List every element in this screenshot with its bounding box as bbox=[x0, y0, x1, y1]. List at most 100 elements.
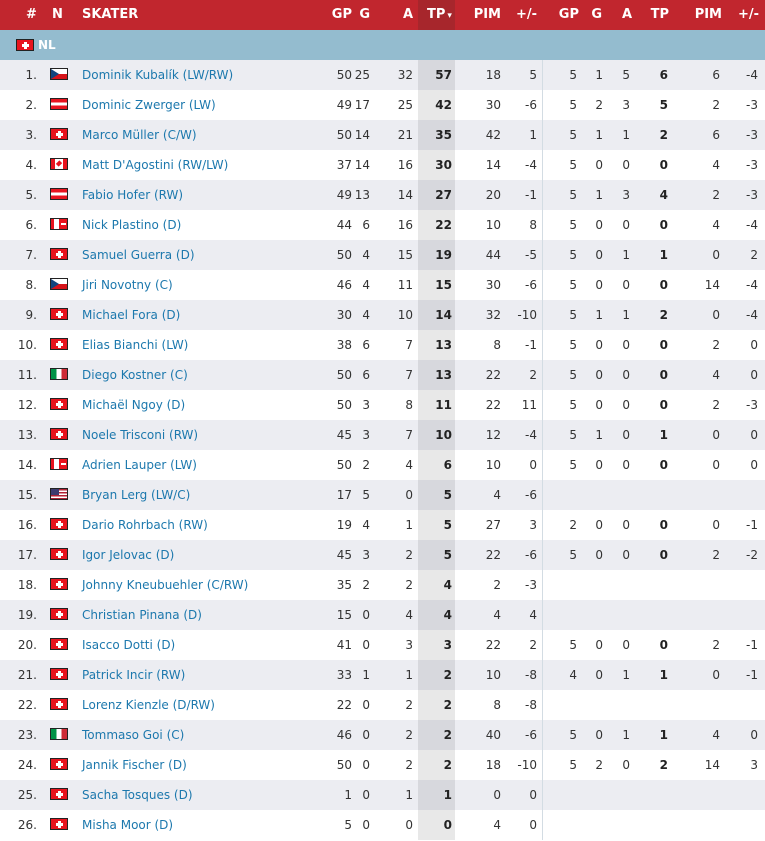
rank: 8. bbox=[25, 278, 37, 292]
player-link[interactable]: Jannik Fischer (D) bbox=[82, 758, 187, 772]
player-link[interactable]: Igor Jelovac (D) bbox=[82, 548, 175, 562]
cach-flag-icon bbox=[50, 458, 68, 470]
reg-a: 4 bbox=[405, 458, 413, 472]
col-po-plusminus[interactable]: +/- bbox=[737, 7, 759, 22]
po-pim: 0 bbox=[712, 668, 720, 682]
col-po-g[interactable]: G bbox=[591, 7, 602, 22]
rank: 3. bbox=[25, 128, 37, 142]
player-link[interactable]: Dario Rohrbach (RW) bbox=[82, 518, 208, 532]
player-link[interactable]: Michaël Ngoy (D) bbox=[82, 398, 186, 412]
col-tp-sorted[interactable]: TP ▾ bbox=[427, 0, 452, 31]
at-flag-icon bbox=[50, 188, 68, 200]
sorted-column-cell bbox=[418, 330, 455, 360]
reg-g: 0 bbox=[362, 788, 370, 802]
rank: 21. bbox=[17, 668, 37, 682]
reg-gp: 1 bbox=[344, 788, 352, 802]
po-g: 0 bbox=[595, 338, 603, 352]
player-link[interactable]: Bryan Lerg (LW/C) bbox=[82, 488, 191, 502]
column-divider bbox=[542, 300, 543, 330]
reg-plusminus: 1 bbox=[529, 128, 537, 142]
col-g[interactable]: G bbox=[359, 7, 370, 22]
player-link[interactable]: Fabio Hofer (RW) bbox=[82, 188, 184, 202]
rank: 20. bbox=[17, 638, 37, 652]
reg-plusminus: -3 bbox=[525, 578, 537, 592]
reg-pim: 14 bbox=[485, 158, 501, 172]
player-link[interactable]: Lorenz Kienzle (D/RW) bbox=[82, 698, 215, 712]
player-link[interactable]: Isacco Dotti (D) bbox=[82, 638, 176, 652]
reg-plusminus: 11 bbox=[521, 398, 537, 412]
player-link[interactable]: Michael Fora (D) bbox=[82, 308, 181, 322]
reg-gp: 37 bbox=[336, 158, 352, 172]
po-pim: 14 bbox=[704, 758, 720, 772]
player-link[interactable]: Misha Moor (D) bbox=[82, 818, 174, 832]
player-link[interactable]: Nick Plastino (D) bbox=[82, 218, 182, 232]
ch-flag-icon bbox=[50, 308, 68, 320]
player-link[interactable]: Tommaso Goi (C) bbox=[82, 728, 185, 742]
col-po-tp[interactable]: TP bbox=[650, 7, 669, 22]
player-link[interactable]: Noele Trisconi (RW) bbox=[82, 428, 199, 442]
reg-tp: 2 bbox=[443, 668, 452, 682]
league-label[interactable]: NL bbox=[38, 38, 56, 52]
reg-pim: 22 bbox=[485, 368, 501, 382]
player-link[interactable]: Matt D'Agostini (RW/LW) bbox=[82, 158, 229, 172]
reg-tp: 11 bbox=[435, 398, 452, 412]
reg-g: 6 bbox=[362, 338, 370, 352]
col-nation[interactable]: N bbox=[52, 7, 63, 22]
rank: 2. bbox=[25, 98, 37, 112]
po-gp: 5 bbox=[569, 428, 577, 442]
col-pim[interactable]: PIM bbox=[473, 7, 501, 22]
col-po-pim[interactable]: PIM bbox=[694, 7, 722, 22]
player-link[interactable]: Jiri Novotny (C) bbox=[82, 278, 173, 292]
reg-pim: 10 bbox=[485, 218, 501, 232]
player-link[interactable]: Christian Pinana (D) bbox=[82, 608, 202, 622]
player-link[interactable]: Sacha Tosques (D) bbox=[82, 788, 193, 802]
reg-gp: 49 bbox=[336, 98, 352, 112]
rank: 12. bbox=[17, 398, 37, 412]
reg-gp: 17 bbox=[336, 488, 352, 502]
po-plusminus: 0 bbox=[750, 428, 758, 442]
sorted-column-cell bbox=[418, 90, 455, 120]
column-divider bbox=[542, 750, 543, 780]
player-link[interactable]: Patrick Incir (RW) bbox=[82, 668, 186, 682]
cz-flag-icon bbox=[50, 68, 68, 80]
reg-gp: 35 bbox=[336, 578, 352, 592]
po-plusminus: 3 bbox=[750, 758, 758, 772]
col-po-a[interactable]: A bbox=[621, 7, 632, 22]
col-plusminus[interactable]: +/- bbox=[515, 7, 537, 22]
player-link[interactable]: Marco Müller (C/W) bbox=[82, 128, 197, 142]
po-plusminus: -4 bbox=[746, 68, 758, 82]
col-gp[interactable]: GP bbox=[331, 7, 352, 22]
table-row: 8. Jiri Novotny (C) 46 4 11 15 30 -6 5 0 0 0 14 -4 bbox=[0, 270, 765, 300]
ch-flag-icon bbox=[50, 578, 68, 590]
column-divider bbox=[542, 660, 543, 690]
reg-tp: 10 bbox=[435, 428, 452, 442]
table-row: 20. Isacco Dotti (D) 41 0 3 3 22 2 5 0 0 0 2 -1 bbox=[0, 630, 765, 660]
player-link[interactable]: Dominik Kubalík (LW/RW) bbox=[82, 68, 234, 82]
reg-plusminus: 0 bbox=[529, 788, 537, 802]
po-tp: 2 bbox=[659, 128, 668, 142]
col-skater[interactable]: SKATER bbox=[82, 7, 139, 22]
reg-pim: 20 bbox=[485, 188, 501, 202]
col-a[interactable]: A bbox=[402, 7, 413, 22]
player-link[interactable]: Samuel Guerra (D) bbox=[82, 248, 195, 262]
player-link[interactable]: Johnny Kneubuehler (C/RW) bbox=[82, 578, 249, 592]
po-plusminus: -3 bbox=[746, 158, 758, 172]
reg-tp: 5 bbox=[443, 518, 452, 532]
col-po-gp[interactable]: GP bbox=[558, 7, 579, 22]
rank: 10. bbox=[17, 338, 37, 352]
sorted-column-cell bbox=[418, 750, 455, 780]
reg-g: 5 bbox=[362, 488, 370, 502]
reg-plusminus: -8 bbox=[525, 668, 537, 682]
player-link[interactable]: Diego Kostner (C) bbox=[82, 368, 188, 382]
reg-g: 4 bbox=[362, 248, 370, 262]
player-link[interactable]: Dominic Zwerger (LW) bbox=[82, 98, 216, 112]
rank: 6. bbox=[25, 218, 37, 232]
player-link[interactable]: Elias Bianchi (LW) bbox=[82, 338, 189, 352]
reg-gp: 46 bbox=[336, 278, 352, 292]
ch-flag-icon bbox=[50, 128, 68, 140]
reg-a: 16 bbox=[397, 158, 413, 172]
po-tp: 0 bbox=[659, 218, 668, 232]
col-rank[interactable]: # bbox=[26, 7, 37, 22]
player-link[interactable]: Adrien Lauper (LW) bbox=[82, 458, 197, 472]
